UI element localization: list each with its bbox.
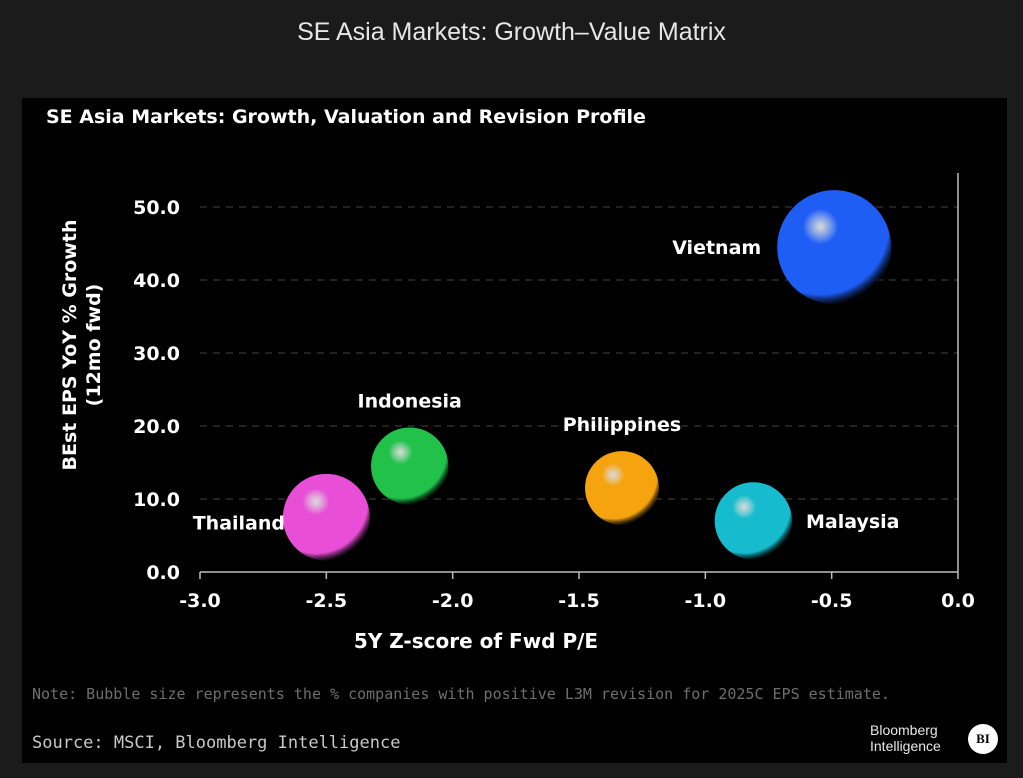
x-tick-label-4: -1.0 <box>685 590 727 612</box>
bubble-philippines <box>585 451 659 525</box>
bi-badge-icon: BI <box>968 724 998 754</box>
grid-lines <box>200 206 958 500</box>
bubble-label-thailand: Thailand <box>193 512 285 534</box>
logo-line-1: Bloomberg <box>870 722 938 738</box>
bubble-label-indonesia: Indonesia <box>358 390 462 412</box>
x-tick-label-2: -2.0 <box>432 590 474 612</box>
logo-line-2: Intelligence <box>870 738 941 754</box>
bloomberg-logo: Bloomberg Intelligence <box>870 722 941 754</box>
y-tick-label-2: 20.0 <box>133 416 180 438</box>
bubbles <box>282 190 892 561</box>
bubble-label-malaysia: Malaysia <box>806 511 900 533</box>
source-text: Source: MSCI, Bloomberg Intelligence <box>32 733 401 753</box>
page-title: SE Asia Markets: Growth–Value Matrix <box>297 18 726 46</box>
chart-title: SE Asia Markets: Growth, Valuation and R… <box>46 106 646 128</box>
axes: -3.0 -2.5 -2.0 -1.5 -1.0 -0.5 0.0 0.0 10.0 20.0 30… <box>59 173 975 653</box>
y-tick-label-4: 40.0 <box>133 270 180 292</box>
footnote: Note: Bubble size represents the % compa… <box>32 685 890 703</box>
x-tick-label-3: -1.5 <box>558 590 600 612</box>
x-axis-title: 5Y Z-score of Fwd P/E <box>354 629 598 653</box>
x-tick-label-5: -0.5 <box>811 590 853 612</box>
y-axis-title: BEst EPS YoY % Growth (12mo fwd) <box>59 220 105 471</box>
bubble-indonesia <box>371 427 449 505</box>
bubble-labels: Vietnam Indonesia Philippines Malaysia Thail… <box>193 237 900 534</box>
y-tick-label-5: 50.0 <box>133 197 180 219</box>
bubble-label-philippines: Philippines <box>563 414 681 436</box>
bubble-malaysia <box>714 482 792 560</box>
x-tick-label-0: -3.0 <box>179 590 221 612</box>
bubble-label-vietnam: Vietnam <box>672 237 761 259</box>
y-axis-title-line-0: BEst EPS YoY % Growth <box>59 220 81 471</box>
y-tick-label-0: 0.0 <box>146 562 180 584</box>
bubble-thailand <box>282 473 370 561</box>
y-axis-title-line-1: (12mo fwd) <box>83 284 105 407</box>
x-tick-label-6: 0.0 <box>941 590 975 612</box>
y-tick-label-1: 10.0 <box>133 489 180 511</box>
y-tick-label-3: 30.0 <box>133 343 180 365</box>
x-tick-label-1: -2.5 <box>306 590 348 612</box>
bubble-vietnam <box>777 190 892 305</box>
